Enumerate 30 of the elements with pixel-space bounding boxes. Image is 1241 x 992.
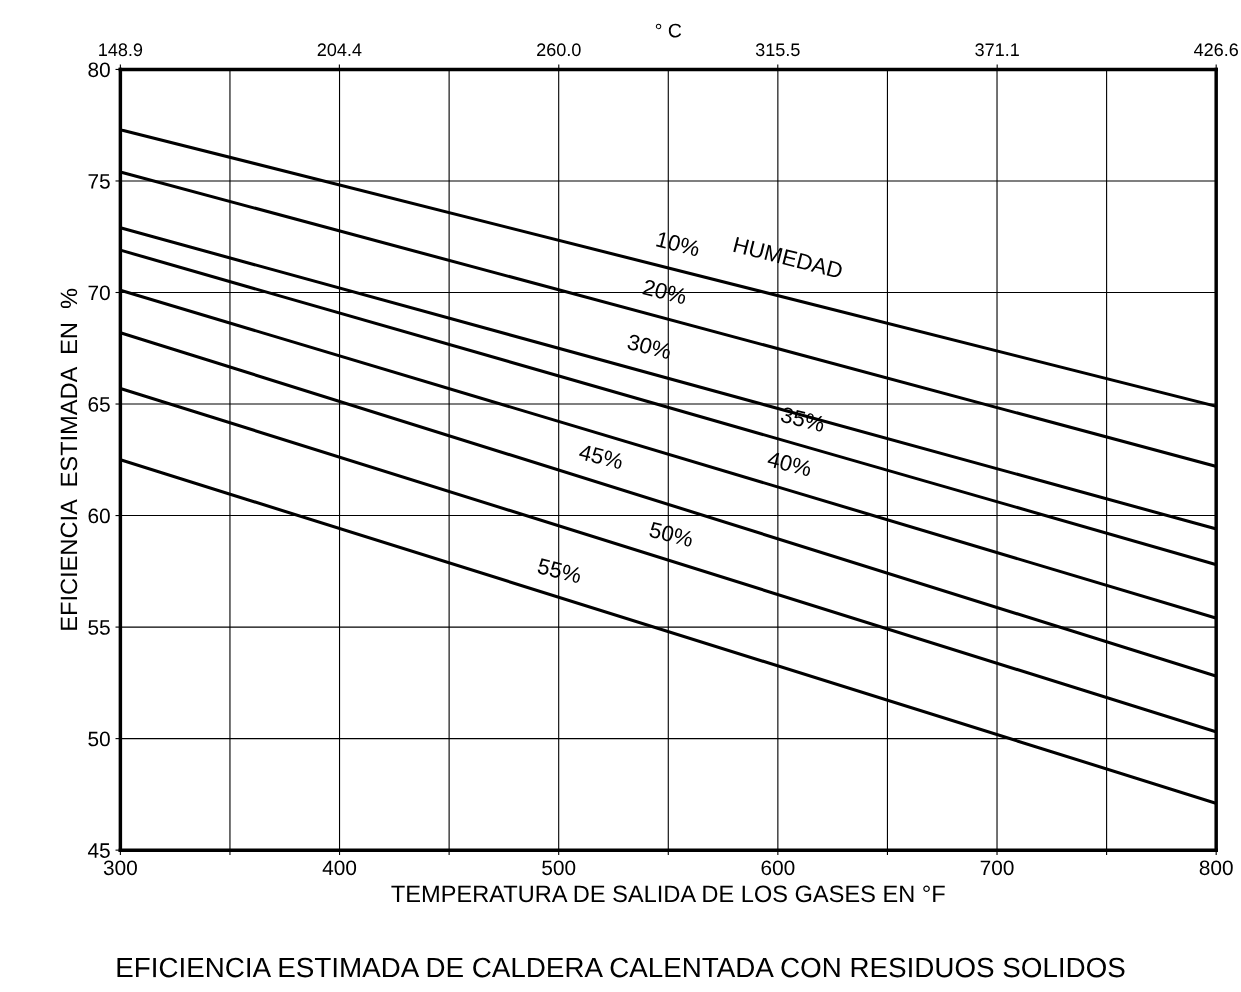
text: EFICIENCIA ESTIMADA DE CALDERA CALENTADA CON RESIDUOS SOLIDOS [117,957,1125,978]
y-tick-label: 50 [88,731,110,747]
y-tick-label: 45 [87,843,110,858]
y-tick-label: 75 [88,174,110,189]
x-tick-label: 300 [103,860,137,876]
text: 40% [766,450,813,477]
x2-tick-label: 204.4 [317,43,362,57]
y-tick-label: 55 [88,620,110,635]
x2-axis-title: ° C [655,23,682,38]
text: 50% [648,521,694,548]
x-tick-label: 700 [980,860,1014,876]
y-axis-title: EFICIENCIA ESTIMADA EN % [60,288,78,630]
y-tick-label: 60 [88,508,110,524]
x2-tick-label: 315.5 [755,43,800,57]
x-tick-label: 400 [322,860,357,876]
x-tick-label: 600 [761,860,795,876]
y-tick-label: 65 [88,397,110,412]
x-tick-label: 800 [1199,860,1233,876]
text: 45% [578,443,624,470]
x2-tick-label: 260.0 [537,43,581,57]
y-tick-label: 80 [88,62,110,78]
x2-tick-label: 426.6 [1194,43,1238,57]
x2-tick-label: 371.1 [975,43,1019,57]
x-tick-label: 500 [542,860,576,876]
text: 30% [626,333,673,360]
x2-tick-label: 148.9 [99,43,143,57]
y-tick-label: 70 [88,285,110,301]
x-axis-title: TEMPERATURA DE SALIDA DE LOS GASES EN °F [391,885,945,903]
text: 55% [536,557,583,584]
text: 10% [656,231,701,257]
